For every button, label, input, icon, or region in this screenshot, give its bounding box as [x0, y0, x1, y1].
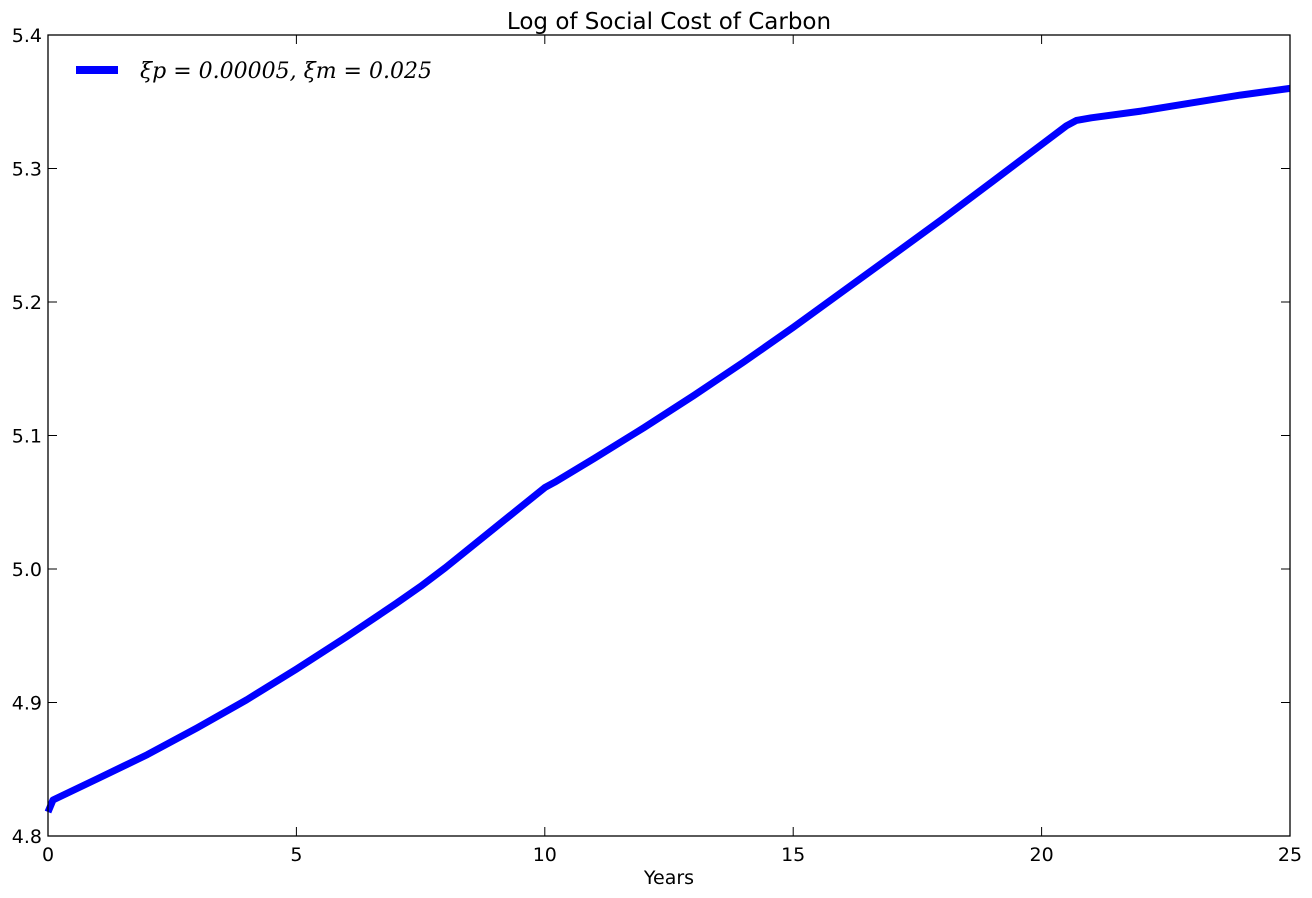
legend-label: ξp = 0.00005, ξm = 0.025 [140, 59, 432, 84]
y-tick-label: 5.3 [12, 159, 42, 181]
x-tick-label: 0 [42, 844, 54, 866]
y-tick-label: 5.4 [12, 25, 42, 47]
x-tick-label: 25 [1278, 844, 1302, 866]
x-tick-label: 10 [533, 844, 557, 866]
y-tick-label: 4.9 [12, 693, 42, 715]
y-tick-label: 5.0 [12, 559, 42, 581]
y-tick-label: 5.2 [12, 292, 42, 314]
x-tick-label: 15 [781, 844, 805, 866]
axis-ticks [47, 34, 1291, 837]
x-tick-label: 20 [1030, 844, 1054, 866]
series-group [44, 84, 1291, 814]
x-axis-label: Years [643, 867, 694, 889]
y-tick-label: 5.1 [12, 426, 42, 448]
chart-title: Log of Social Cost of Carbon [507, 9, 831, 35]
x-tick-label: 5 [290, 844, 302, 866]
y-tick-label: 4.8 [12, 826, 42, 848]
series-line [44, 84, 1291, 814]
legend: ξp = 0.00005, ξm = 0.025 [76, 59, 432, 84]
axis-tick-labels: 0 5 10 15 20 25 4.8 4.9 5.0 5.1 5.2 5.3 5.4 [12, 25, 1302, 866]
plot-frame [47, 34, 1291, 837]
